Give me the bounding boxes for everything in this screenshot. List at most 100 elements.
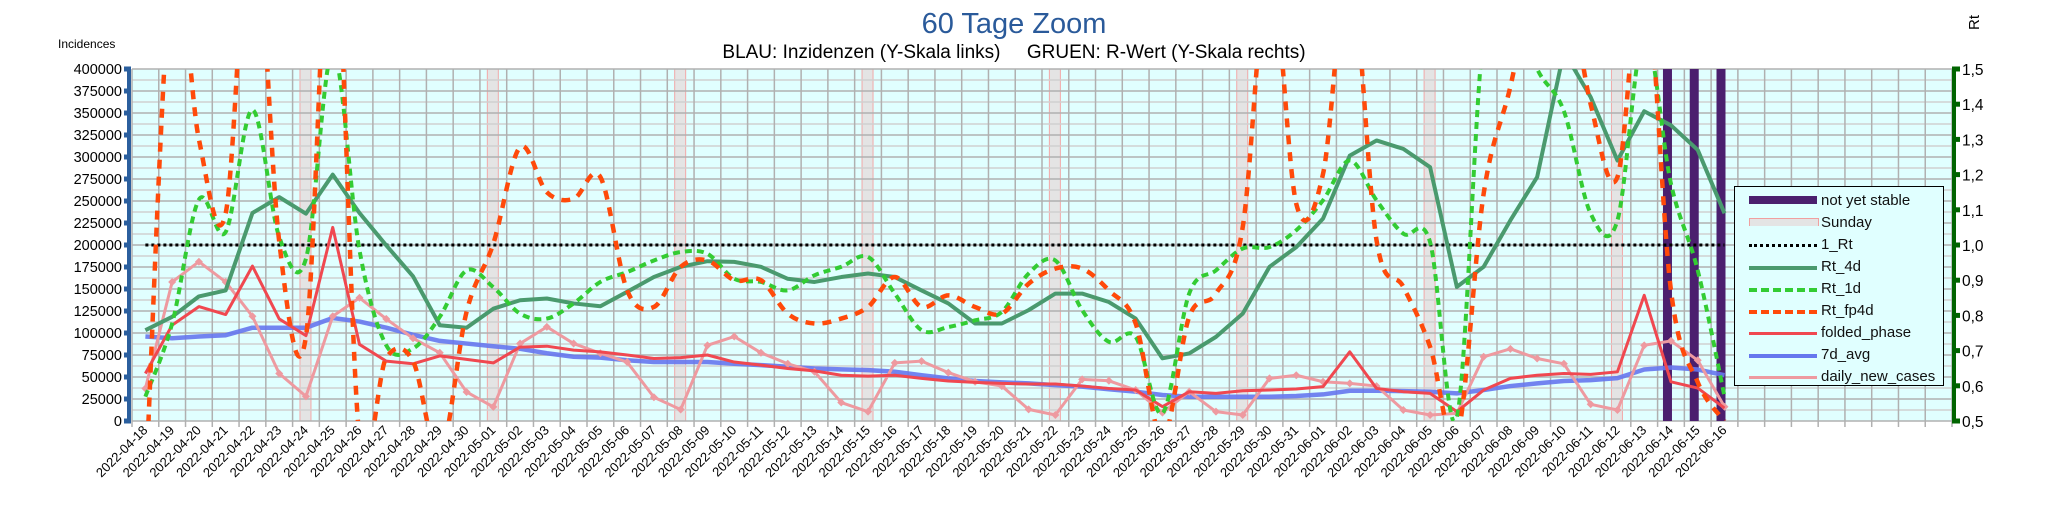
left-axis-tick (124, 374, 131, 380)
legend-item-rt-4d: Rt_4d (1735, 257, 1943, 277)
series-rt-4d-line (144, 69, 1727, 361)
series-daily-new-cases-point (248, 312, 257, 321)
series-daily-new-cases-point (569, 339, 578, 348)
right-axis-tick (1952, 66, 1960, 72)
left-axis-tick (124, 330, 131, 336)
series-daily-new-cases-point (756, 348, 765, 357)
series-daily-new-cases-point (864, 407, 873, 416)
legend-label: 1_Rt (1821, 236, 1853, 253)
y-tick-label: 400000 (74, 62, 122, 78)
series-daily-new-cases-point (1051, 411, 1060, 420)
series-daily-new-cases-point (1078, 375, 1087, 384)
series-daily-new-cases-point (676, 405, 685, 414)
legend-item-rt-1d: Rt_1d (1735, 279, 1943, 299)
legend-swatch (1749, 196, 1817, 204)
legend-item-daily-new-cases: daily_new_cases (1735, 367, 1943, 387)
series-daily-new-cases-point (1265, 374, 1274, 383)
legend-swatch (1749, 266, 1817, 270)
series-daily-new-cases-point (382, 314, 391, 323)
y2-tick-label: 0,6 (1962, 379, 1984, 396)
series-daily-new-cases-point (1211, 407, 1220, 416)
left-axis-tick (124, 264, 131, 270)
series-daily-new-cases-point (328, 312, 337, 321)
y-tick-label: 350000 (74, 106, 122, 122)
y-tick-label: 125000 (74, 304, 122, 320)
y2-tick-label: 0,8 (1962, 308, 1984, 325)
series-daily-new-cases-point (1479, 352, 1488, 361)
series-daily-new-cases-point (1559, 359, 1568, 368)
legend-label: Sunday (1821, 214, 1872, 231)
chart-subtitle: BLAU: Inzidenzen (Y-Skala links) GRUEN: … (722, 42, 1306, 63)
y-tick-label: 300000 (74, 150, 122, 166)
right-axis-tick (1952, 312, 1960, 318)
series-daily-new-cases-point (1613, 406, 1622, 414)
right-axis-tick (1952, 207, 1960, 213)
y-tick-label: 25000 (82, 392, 122, 408)
left-axis-tick (124, 110, 131, 116)
series-daily-new-cases-point (783, 359, 792, 368)
legend-item-7d-avg: 7d_avg (1735, 345, 1943, 365)
series-daily-new-cases-point (1586, 400, 1595, 409)
series-daily-new-cases-point (1640, 341, 1649, 350)
y-tick-label: 325000 (74, 128, 122, 144)
series-daily-new-cases-point (1104, 376, 1113, 385)
chart-title: 60 Tage Zoom (921, 8, 1107, 40)
legend-item-1-rt: 1_Rt (1735, 235, 1943, 255)
legend-item-not-yet-stable: not yet stable (1735, 191, 1943, 211)
left-axis-tick (124, 242, 131, 248)
y-tick-label: 375000 (74, 84, 122, 100)
series-daily-new-cases-point (944, 368, 953, 377)
right-axis-tick (1952, 172, 1960, 178)
y-tick-label: 150000 (74, 282, 122, 298)
series-daily-new-cases-point (194, 257, 203, 266)
y2-tick-label: 0,9 (1962, 273, 1984, 290)
legend-swatch (1749, 244, 1817, 247)
y-tick-label: 50000 (82, 370, 122, 386)
series-daily-new-cases-point (462, 387, 471, 396)
legend-swatch (1749, 218, 1819, 226)
right-axis-tick (1952, 418, 1960, 424)
series-daily-new-cases-point (168, 277, 177, 286)
series-daily-new-cases-point (489, 402, 498, 411)
left-axis-tick (124, 88, 131, 94)
series-group (141, 69, 1729, 421)
legend-swatch (1749, 332, 1817, 335)
right-axis-tick (1952, 242, 1960, 248)
series-daily-new-cases-point (890, 358, 899, 367)
left-axis-tick (124, 396, 131, 402)
legend-item-folded-phase: folded_phase (1735, 323, 1943, 343)
series-daily-new-cases-point (1292, 371, 1301, 380)
series-daily-new-cases-point (1399, 406, 1408, 414)
legend-label: not yet stable (1821, 192, 1911, 209)
y-tick-label: 100000 (74, 326, 122, 342)
not-yet-stable-bar (1662, 69, 1672, 421)
legend-swatch (1749, 288, 1817, 292)
series-rt-1d-line (143, 69, 1727, 421)
series-daily-new-cases-point (730, 332, 739, 341)
y2-tick-label: 1,0 (1962, 238, 1984, 255)
y2-tick-label: 1,2 (1962, 168, 1984, 185)
right-axis-tick (1952, 136, 1960, 142)
y2-tick-label: 0,5 (1962, 414, 1984, 431)
series-daily-new-cases-point (1238, 411, 1247, 420)
series-daily-new-cases-point (1533, 354, 1542, 363)
y-tick-label: 75000 (82, 348, 122, 364)
legend-label: daily_new_cases (1821, 368, 1936, 385)
series-daily-new-cases-point (1693, 356, 1702, 365)
y2-tick-label: 0,7 (1962, 344, 1984, 361)
legend-label: folded_phase (1821, 324, 1912, 341)
y-tick-label: 225000 (74, 216, 122, 232)
series-daily-new-cases-point (649, 393, 658, 402)
not-yet-stable-bar (1716, 69, 1726, 421)
legend-label: Rt_fp4d (1821, 302, 1874, 319)
series-daily-new-cases-point (837, 398, 846, 407)
right-axis-tick (1952, 383, 1960, 389)
legend-swatch (1749, 376, 1817, 379)
series-daily-new-cases-point (703, 341, 712, 350)
series-daily-new-cases-point (409, 334, 418, 343)
left-axis-tick (124, 66, 131, 72)
y2-tick-label: 1,1 (1962, 203, 1984, 220)
y-axis-label: Incidences (58, 37, 116, 51)
series-daily-new-cases-point (301, 392, 310, 401)
